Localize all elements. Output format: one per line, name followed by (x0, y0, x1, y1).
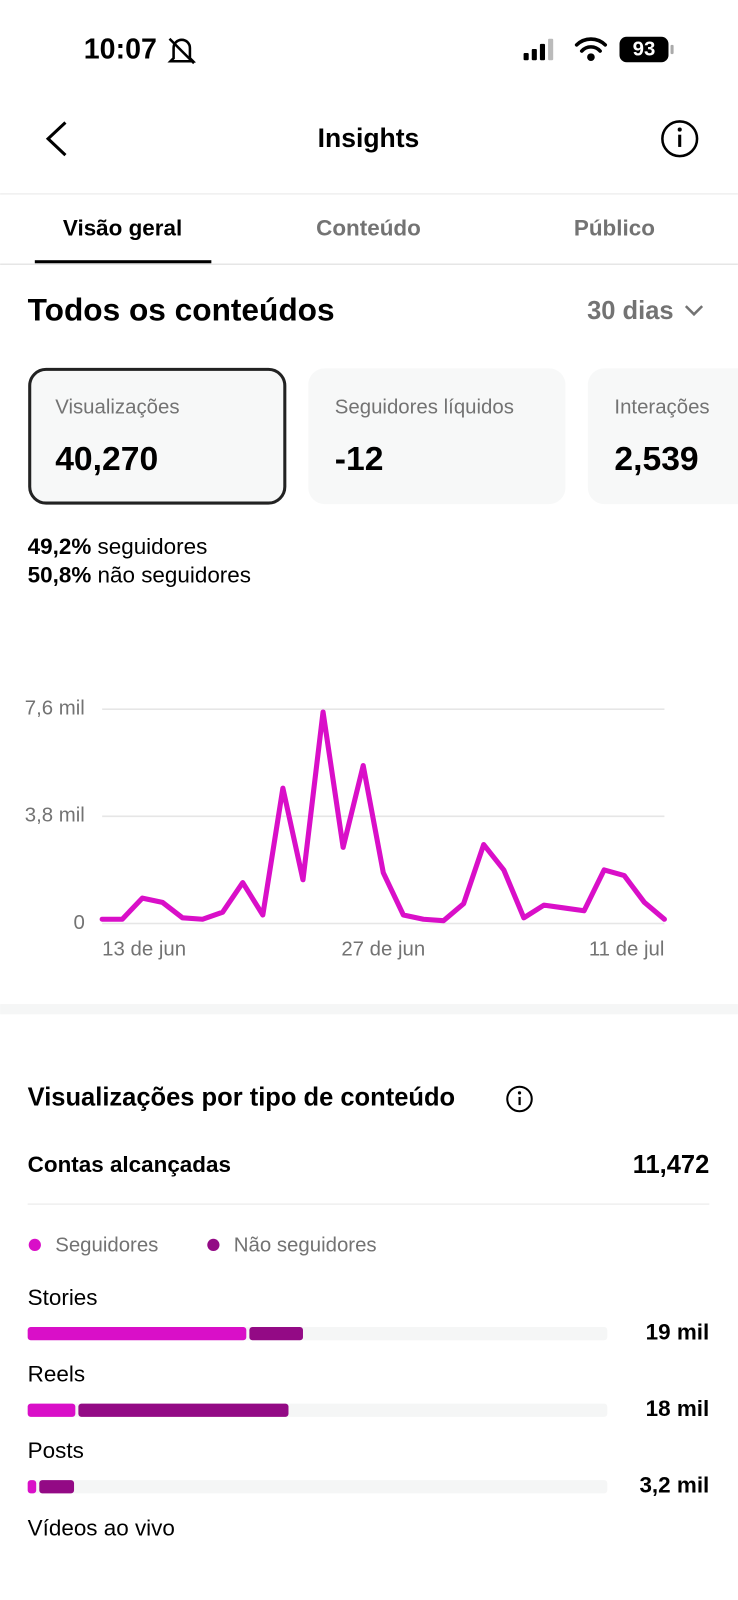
bar-total-label: 3,2 mil (639, 1473, 709, 1498)
chevron (684, 305, 704, 317)
breakdown-label: seguidores (98, 534, 208, 559)
period-selector[interactable]: 30 dias (587, 297, 673, 325)
card-selected[interactable] (28, 367, 287, 505)
bar-track (27, 1480, 608, 1494)
bar-segment (27, 1327, 247, 1341)
card-label: Seguidores líquidos (335, 397, 514, 419)
bar-chart: Seguidores Não seguidores Stories 19 mil Ree… (27, 1234, 710, 1498)
battery (619, 36, 669, 63)
breakdown-pct: 50,8% (28, 562, 92, 587)
x-tick-label: 13 de jun (102, 938, 186, 960)
tab-active[interactable]: Visão geral (63, 216, 182, 241)
bar-total-label: 18 mil (646, 1396, 710, 1421)
reach-label: Contas alcançadas (28, 1152, 231, 1177)
tab-indicator (34, 260, 212, 264)
card-value: -12 (335, 441, 384, 478)
y-tick-label: 7,6 mil (25, 698, 85, 720)
section-title: Visualizações por tipo de conteúdo (28, 1084, 455, 1112)
breakdown-line: 50,8% não seguidores (28, 562, 251, 587)
bar-segment (27, 1403, 76, 1417)
legend-swatch (28, 1238, 41, 1252)
header-title: Insights (318, 123, 420, 153)
bar-segment (78, 1403, 289, 1417)
tab[interactable]: Conteúdo (316, 216, 421, 241)
y-tick-label: 0 (73, 912, 84, 934)
signal-icon (523, 38, 554, 61)
line-series (99, 709, 667, 924)
category-label: Posts (28, 1438, 84, 1463)
info-button[interactable] (661, 120, 699, 158)
legend-label: Seguidores (55, 1234, 158, 1256)
legend-label: Não seguidores (234, 1234, 377, 1256)
breakdown-line: 49,2% seguidores (28, 534, 208, 559)
category-label: Reels (28, 1361, 85, 1386)
card-label: Interações (614, 397, 709, 419)
bar-segment (39, 1480, 75, 1494)
breakdown-label: não seguidores (98, 562, 251, 587)
tab[interactable]: Público (574, 216, 655, 241)
y-tick-label: 3,8 mil (25, 805, 85, 827)
bar-segment (27, 1480, 37, 1494)
card[interactable] (308, 368, 566, 505)
back-button[interactable] (45, 121, 67, 157)
card[interactable] (587, 368, 738, 505)
battery-tip (670, 44, 674, 55)
bar-total-label: 19 mil (646, 1320, 710, 1345)
reach-value: 11,472 (633, 1151, 710, 1179)
category-label: Stories (28, 1285, 98, 1310)
status-time: 10:07 (84, 34, 157, 66)
card-value: 2,539 (614, 441, 698, 478)
category-label: Vídeos ao vivo (28, 1516, 175, 1541)
x-tick-label: 27 de jun (341, 938, 425, 960)
breakdown-pct: 49,2% (28, 534, 92, 559)
card-label: Visualizações (55, 397, 179, 419)
x-tick-label: 11 de jul (589, 938, 665, 960)
mute-icon (167, 37, 197, 65)
wifi-icon (574, 37, 608, 61)
section-title: Todos os conteúdos (28, 292, 335, 328)
line-chart: 0 3,8 mil 7,6 mil 13 de jun 27 de jun 11 de j… (25, 698, 667, 960)
legend-swatch (207, 1238, 220, 1252)
bar-segment (249, 1327, 303, 1341)
section-separator (0, 1004, 738, 1015)
info-icon[interactable] (506, 1085, 533, 1113)
battery-level: 93 (633, 38, 656, 60)
card-value: 40,270 (55, 441, 158, 478)
